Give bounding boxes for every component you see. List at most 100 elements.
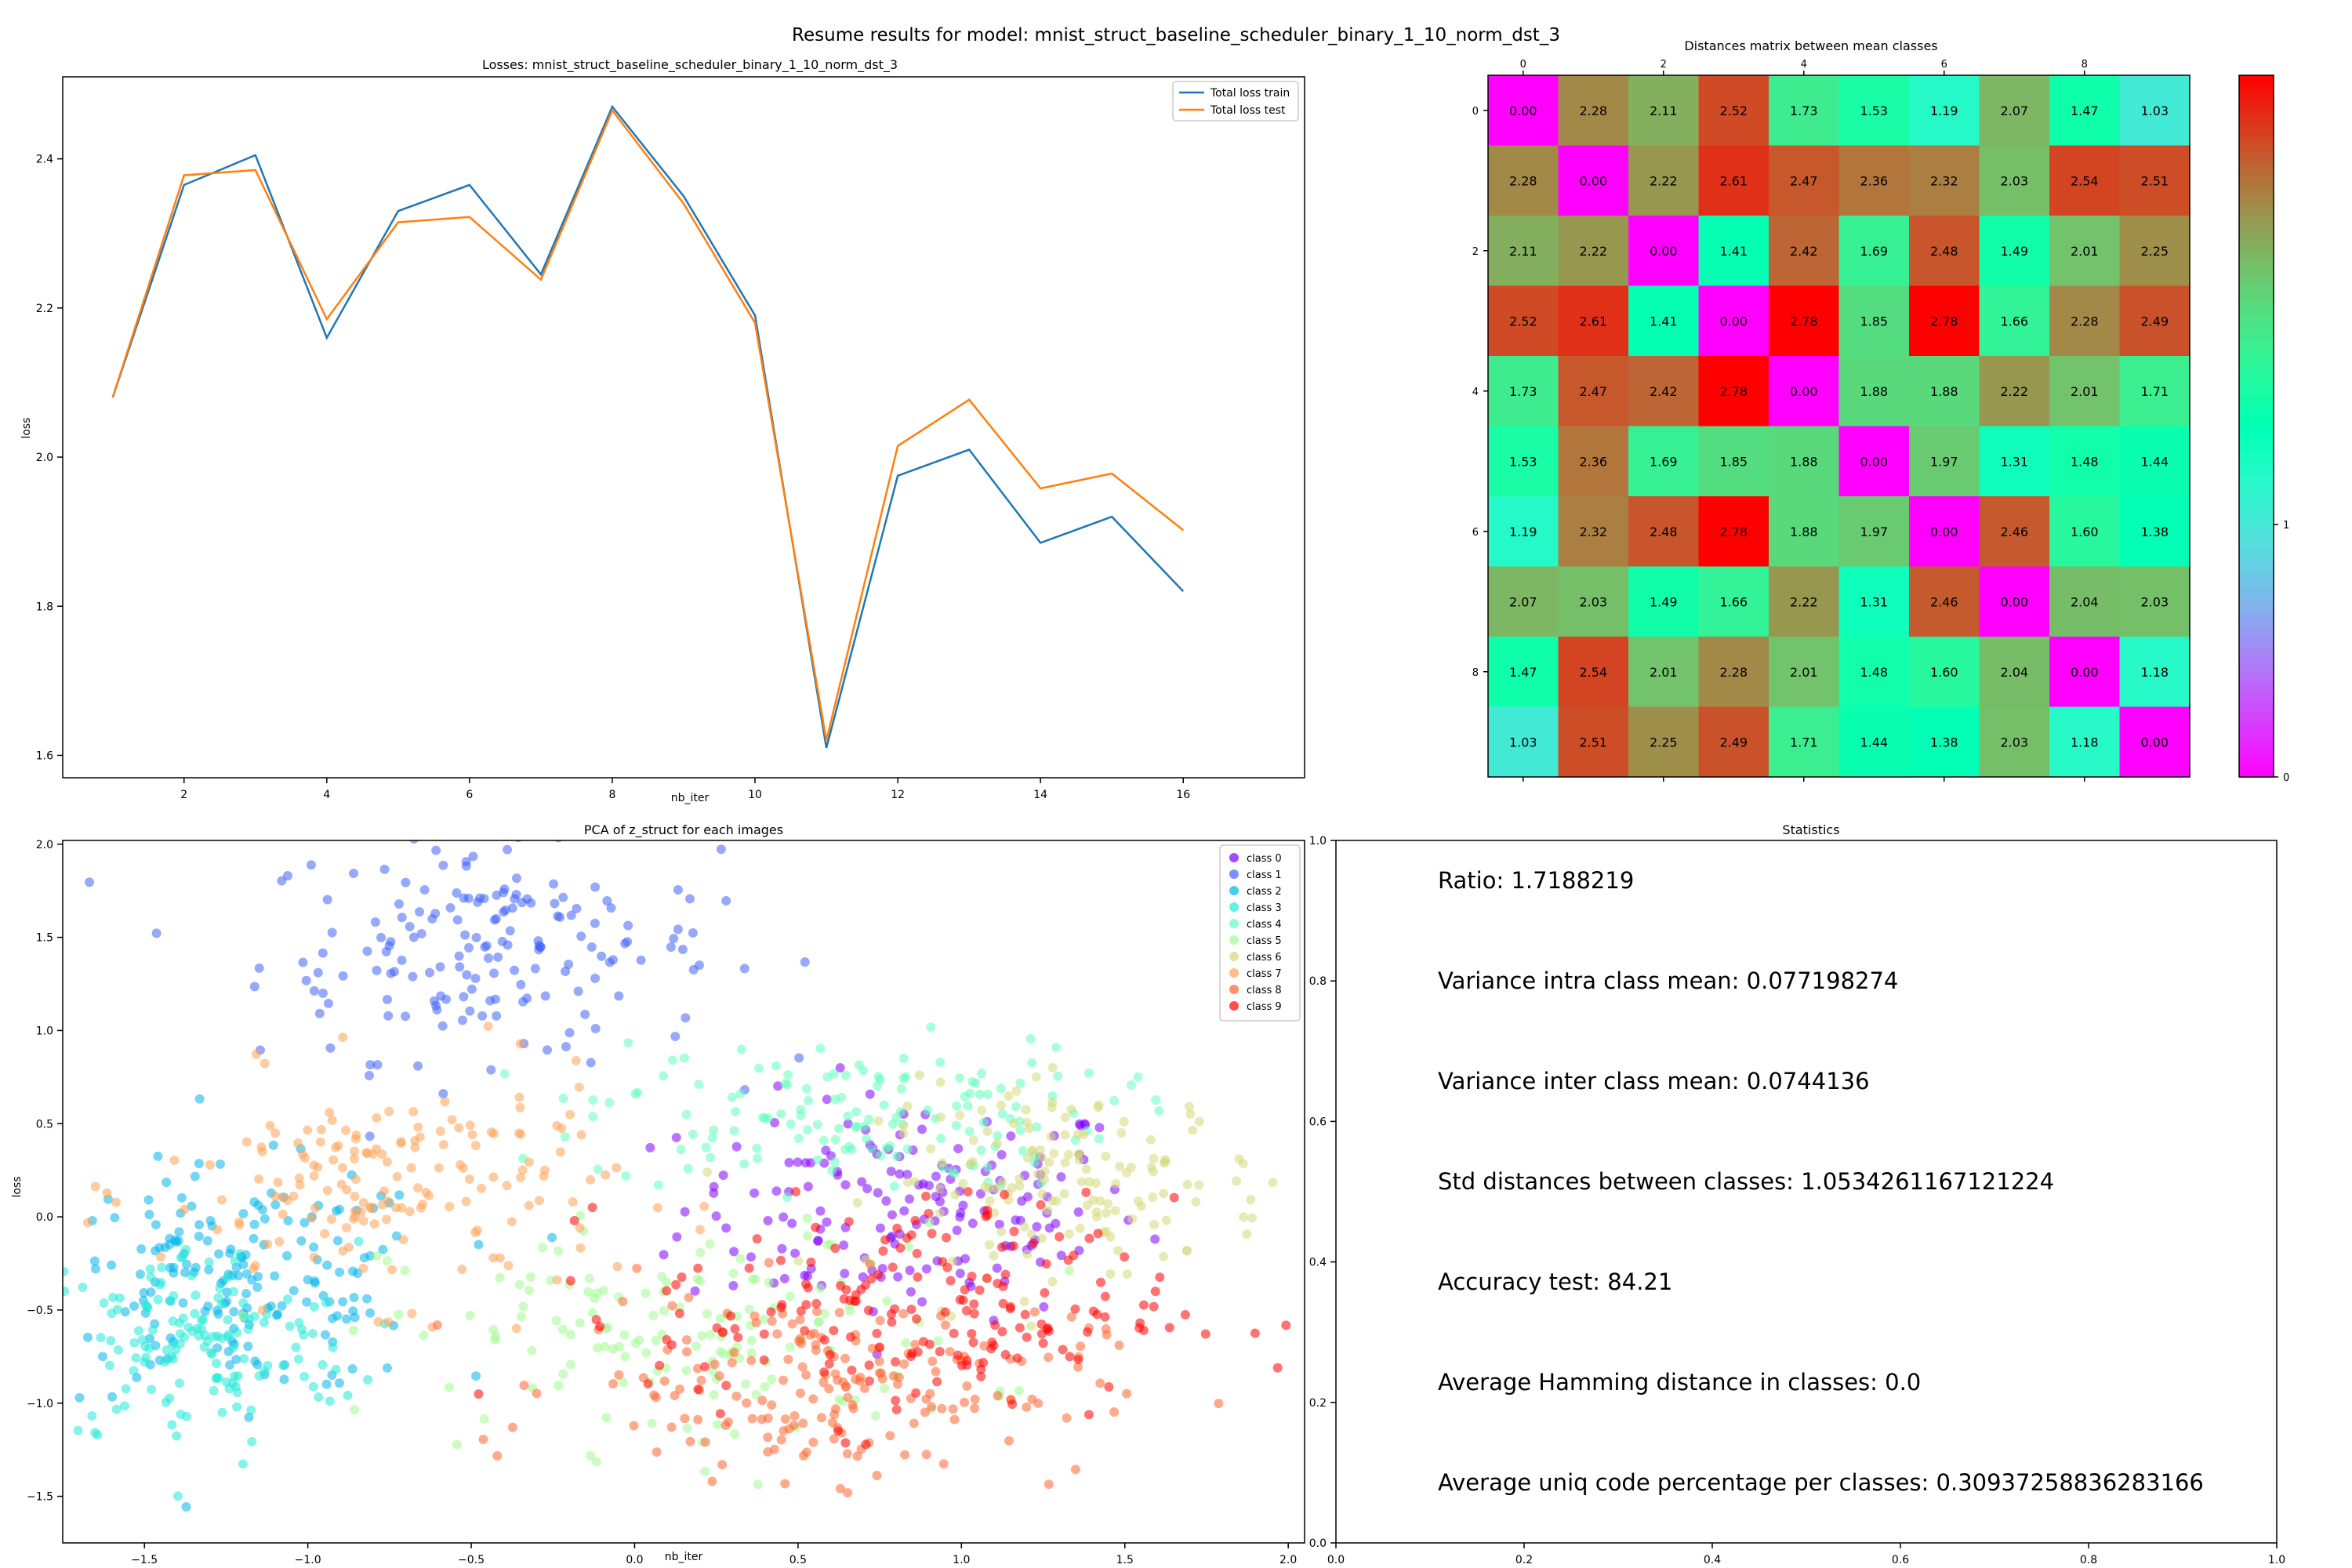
scatter-point-class-2 [365,1250,376,1261]
scatter-xtick-label: 2.0 [1279,1554,1297,1566]
scatter-point-class-0 [671,1132,681,1142]
scatter-point-class-1 [677,945,688,955]
scatter-point-class-2 [249,1233,259,1243]
scatter-ytick-label: −0.5 [27,1305,53,1317]
scatter-point-class-0 [1022,1192,1033,1202]
scatter-point-class-7 [524,1157,534,1167]
colorbar-segment [2239,192,2274,199]
scatter-point-class-9 [811,1222,821,1232]
heatmap-cell [1769,216,1839,286]
colorbar-segment [2239,473,2274,480]
scatter-point-class-8 [812,1306,822,1316]
scatter-point-class-6 [1060,1158,1070,1168]
scatter-point-class-3 [63,1287,70,1297]
scatter-point-class-8 [684,1293,694,1303]
scatter-point-class-1 [370,917,380,927]
scatter-point-class-3 [147,1385,157,1395]
scatter-point-class-3 [291,1342,301,1352]
scatter-point-class-7 [506,1217,517,1227]
scatter-point-class-7 [234,1220,245,1230]
heatmap-cell-value: 1.88 [1790,524,1818,539]
colorbar-segment [2239,478,2274,485]
scatter-point-class-2 [322,1260,332,1270]
scatter-point-class-9 [677,1272,687,1283]
scatter-point-class-1 [306,860,316,870]
scatter-point-class-1 [313,967,323,978]
scatter-point-class-3 [176,1410,186,1420]
scatter-point-class-6 [968,1135,978,1145]
scatter-point-class-7 [392,1171,402,1181]
scatter-point-class-8 [666,1422,677,1432]
scatter-point-class-1 [314,1008,325,1018]
scatter-point-class-7 [407,1308,417,1319]
heatmap-cell [2119,75,2190,146]
scatter-point-class-7 [341,1222,351,1232]
scatter-point-class-8 [909,1418,919,1428]
heatmap-cell-value: 2.78 [1719,524,1748,539]
scatter-point-class-8 [757,1414,767,1425]
scatter-point-class-3 [168,1354,178,1364]
statistics-xtick-label: 0.2 [1515,1554,1533,1566]
heatmap-cell [1558,566,1629,637]
scatter-point-class-0 [790,1248,800,1258]
scatter-point-class-6 [1094,1100,1104,1110]
scatter-point-class-8 [795,1315,805,1325]
scatter-point-class-1 [543,1045,553,1055]
heatmap-cell-value: 2.49 [2140,314,2169,328]
scatter-point-class-7 [524,1200,534,1210]
scatter-point-class-5 [538,1243,548,1253]
heatmap-cell [1979,637,2050,707]
scatter-point-class-0 [1039,1301,1049,1312]
scatter-point-class-9 [1092,1309,1102,1319]
heatmap-cell-value: 1.19 [1930,103,1958,118]
heatmap-xtick-label: 6 [1941,59,1947,71]
scatter-point-class-8 [852,1451,862,1461]
heatmap-cell [2049,496,2120,567]
colorbar-segment [2239,607,2274,614]
scatter-point-class-5 [394,1309,404,1319]
heatmap-cell-value: 2.32 [1930,173,1958,188]
scatter-point-class-5 [785,1291,795,1301]
scatter-point-class-9 [1000,1189,1010,1200]
scatter-point-class-8 [1073,1362,1083,1372]
scatter-point-class-3 [223,1330,234,1340]
colorbar-segment [2239,75,2274,82]
scatter-point-class-4 [850,1122,860,1132]
heatmap-cell-value: 2.52 [1719,103,1748,118]
scatter-point-class-1 [497,936,507,946]
heatmap-cell [1558,285,1629,357]
scatter-point-class-6 [1088,1195,1098,1205]
heatmap-cell-value: 2.01 [2071,244,2099,259]
scatter-point-class-4 [701,1142,711,1152]
scatter-point-class-3 [278,1360,289,1370]
scatter-point-class-8 [808,1437,818,1447]
colorbar-segment [2239,110,2274,118]
scatter-point-class-9 [1096,1277,1106,1287]
scatter-point-class-3 [129,1366,139,1376]
scatter-point-class-1 [739,964,750,974]
scatter-point-class-6 [902,1101,913,1111]
scatter-point-class-4 [593,1164,603,1174]
statistics-line: Std distances between classes: 1.0534261… [1438,1168,2054,1195]
scatter-point-class-9 [1138,1325,1149,1335]
scatter-point-class-7 [447,1115,457,1125]
scatter-point-class-1 [459,992,469,1002]
scatter-point-class-7 [410,1136,420,1146]
scatter-point-class-3 [145,1264,155,1274]
scatter-point-class-7 [350,1206,360,1216]
scatter-point-class-3 [239,1354,249,1364]
scatter-point-class-5 [518,1301,528,1312]
scatter-point-class-5 [591,1457,601,1467]
scatter-point-class-9 [953,1350,963,1360]
heatmap-cell [1838,706,1910,778]
scatter-point-class-7 [373,1317,383,1327]
scatter-point-class-5 [744,1305,754,1315]
scatter-point-class-6 [1064,1149,1074,1160]
scatter-point-class-4 [588,1095,598,1105]
scatter-point-class-9 [836,1281,846,1291]
scatter-point-class-7 [435,1126,445,1136]
heatmap-cell [1979,496,2050,567]
scatter-point-class-3 [187,1271,197,1281]
scatter-point-class-0 [924,1181,934,1191]
scatter-point-class-9 [1081,1187,1091,1197]
